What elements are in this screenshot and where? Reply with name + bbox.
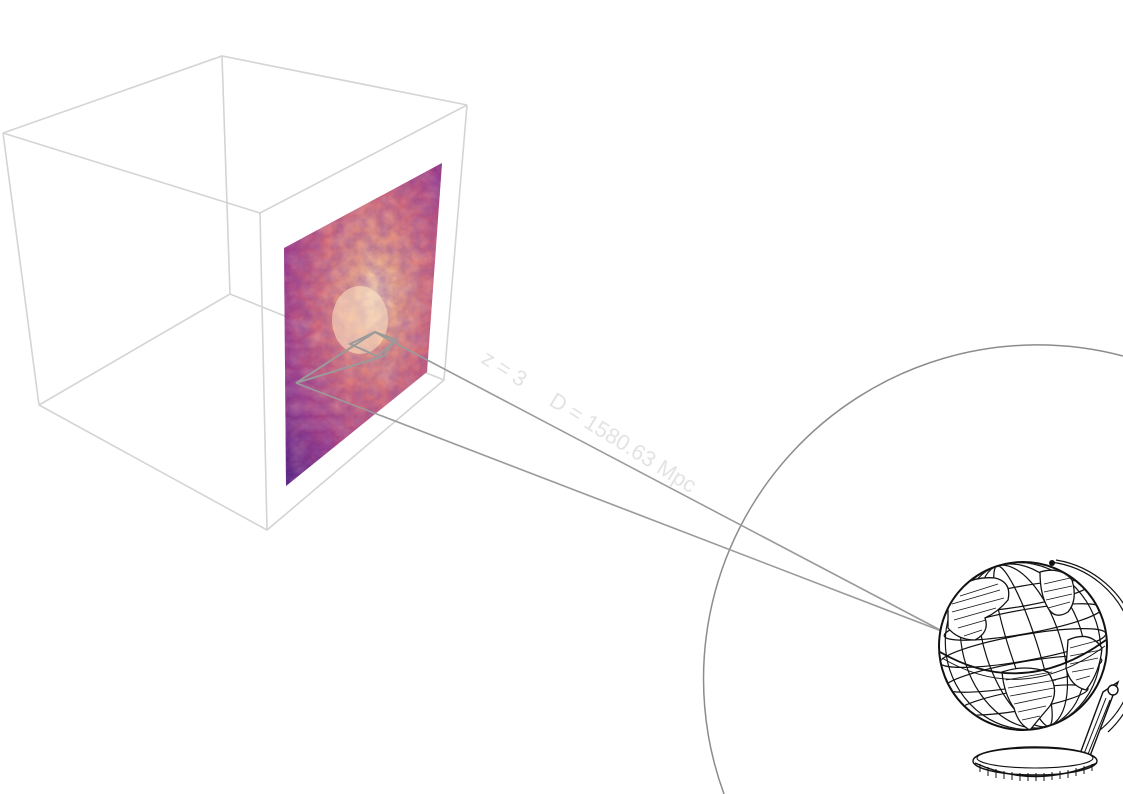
distance-label: D = 1580.63 Mpc [545,387,701,497]
density-slice [284,163,442,486]
simulation-cube-front [2,104,468,531]
globe-icon [938,559,1123,781]
redshift-label: z = 3 [477,345,531,392]
distance-annotation: z = 3 D = 1580.63 Mpc [477,345,701,498]
line-of-sight-rays [295,341,945,633]
fov-inner-box [347,330,400,358]
horizon-arc [702,344,1123,794]
